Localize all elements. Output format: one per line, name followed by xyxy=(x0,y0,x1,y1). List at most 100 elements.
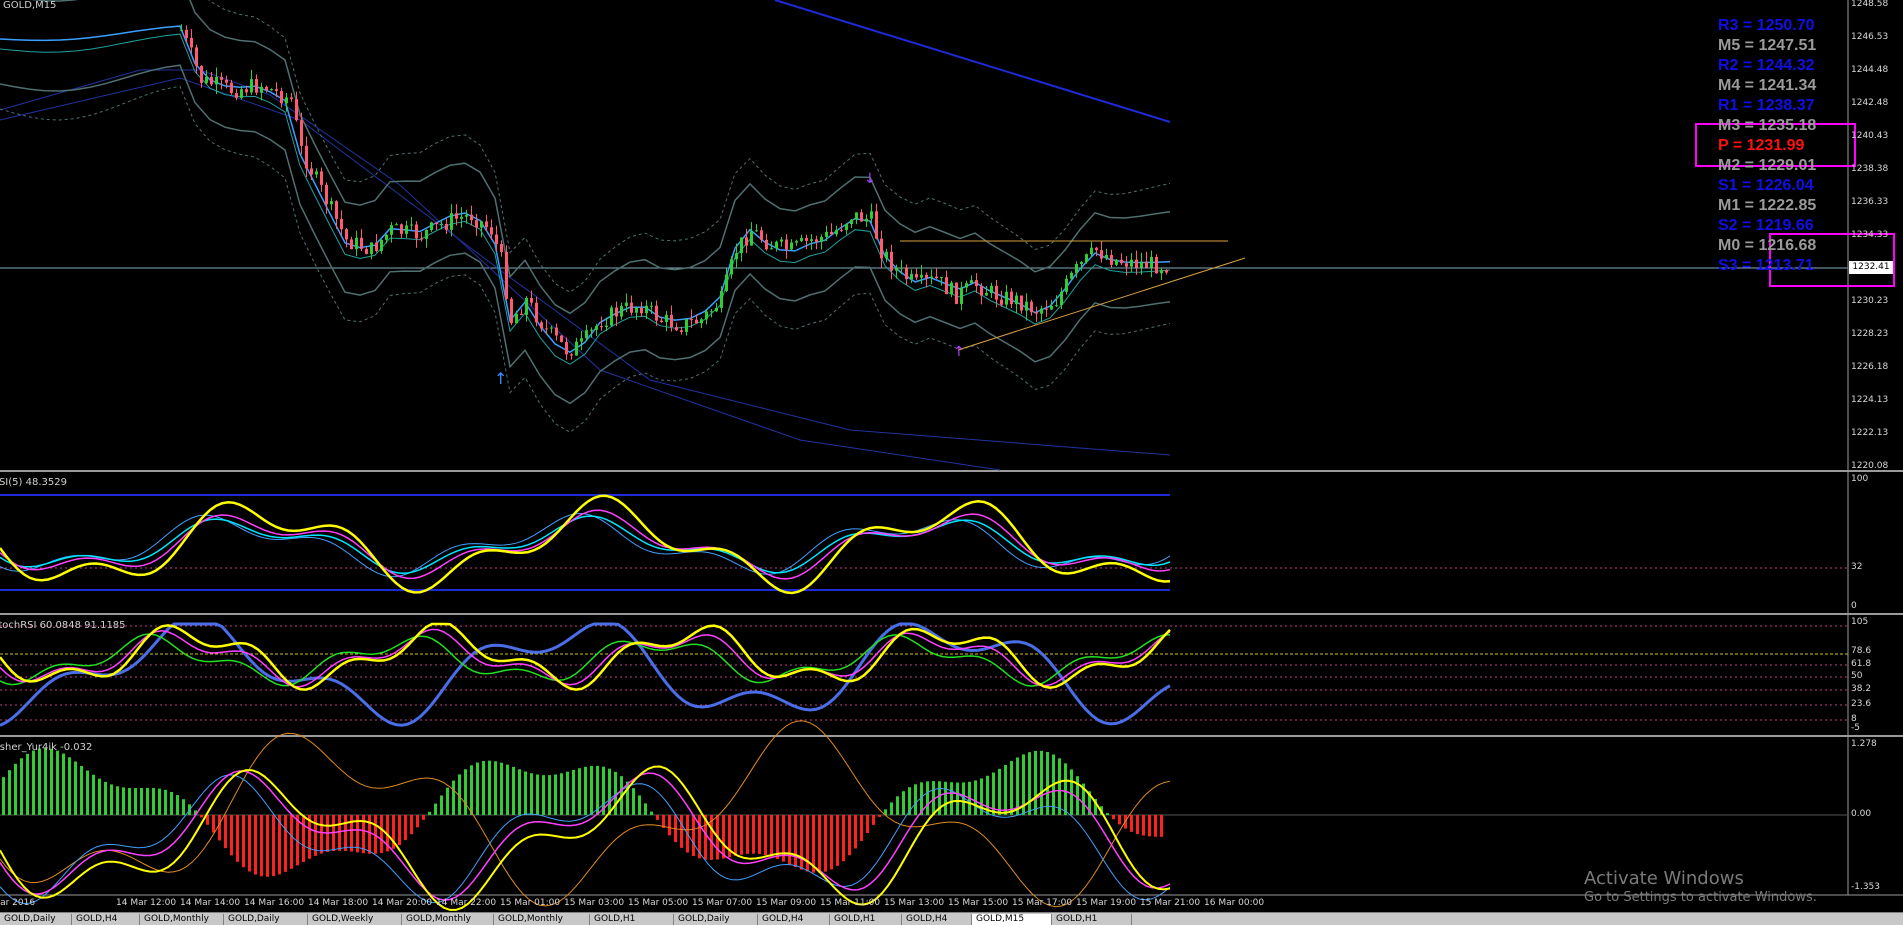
price-tick-label: 1228.23 xyxy=(1851,329,1889,339)
candle-body xyxy=(795,241,798,243)
candle-body xyxy=(970,280,973,284)
candle-body xyxy=(735,253,738,260)
fisher-bar xyxy=(896,796,899,815)
candle-body xyxy=(535,302,538,323)
candle-body xyxy=(1010,291,1013,305)
chart-tab[interactable]: GOLD,M15 xyxy=(972,914,1052,925)
chart-tab[interactable]: GOLD,H4 xyxy=(902,914,972,925)
fisher-bar xyxy=(350,815,353,852)
chart-tab[interactable]: GOLD,H4 xyxy=(758,914,830,925)
fisher-bar xyxy=(1136,815,1139,835)
fisher-bar xyxy=(1004,764,1007,815)
candle-body xyxy=(325,184,328,205)
fisher-bar xyxy=(740,815,743,855)
fisher-bar xyxy=(818,815,821,873)
fisher-bar xyxy=(452,780,455,815)
watermark-line2: Go to Settings to activate Windows. xyxy=(1584,890,1817,905)
candle-body xyxy=(275,89,278,91)
candle-body xyxy=(980,286,983,296)
fisher-bar xyxy=(650,811,653,815)
fisher-bar xyxy=(152,788,155,815)
fisher-bar xyxy=(1082,783,1085,815)
candle-body xyxy=(850,219,853,225)
price-tick-label: 1224.13 xyxy=(1851,395,1889,405)
fisher-bar xyxy=(524,771,527,815)
candle-body xyxy=(905,267,908,280)
chart-tab[interactable]: GOLD,Monthly xyxy=(402,914,494,925)
fisher-bar xyxy=(848,815,851,856)
candle-body xyxy=(670,314,673,328)
candle-body xyxy=(350,239,353,250)
fisher-bar xyxy=(290,815,293,869)
candle-body xyxy=(1055,305,1058,307)
chart-tab[interactable]: GOLD,H4 xyxy=(72,914,140,925)
fisher-bar xyxy=(2,777,5,815)
candle-body xyxy=(705,311,708,320)
chart-tab[interactable]: GOLD,Daily xyxy=(0,914,72,925)
candle-body xyxy=(205,76,208,83)
candle-body xyxy=(540,322,543,329)
candle-body xyxy=(180,29,183,31)
candle-body xyxy=(190,37,193,48)
candle-body xyxy=(925,274,928,278)
candle-body xyxy=(590,329,593,331)
fisher-bar xyxy=(1154,815,1157,837)
candle-body xyxy=(230,82,233,94)
candle-body xyxy=(730,259,733,275)
chart-tab[interactable]: GOLD,Daily xyxy=(674,914,758,925)
fisher-bar xyxy=(398,815,401,846)
fisher-bar xyxy=(1076,776,1079,815)
time-tick-label: 15 Mar 01:00 xyxy=(500,898,561,908)
chart-tab[interactable]: GOLD,H1 xyxy=(1052,914,1132,925)
fisher-bar xyxy=(872,815,875,825)
candle-body xyxy=(985,292,988,296)
fisher-bar xyxy=(212,815,215,833)
candle-body xyxy=(910,273,913,280)
fisher-bar xyxy=(1130,815,1133,832)
candle-body xyxy=(1120,259,1123,264)
candle-body xyxy=(420,238,423,240)
candle-body xyxy=(620,305,623,317)
fisher-bar xyxy=(572,769,575,815)
candle-body xyxy=(940,277,943,279)
candle-body xyxy=(435,222,438,224)
candle-body xyxy=(260,86,263,93)
candle-body xyxy=(550,327,553,329)
candle-body xyxy=(450,213,453,230)
envelope-upper xyxy=(29,0,1171,315)
fisher-bar xyxy=(962,782,965,815)
chart-tab[interactable]: GOLD,H1 xyxy=(830,914,902,925)
fisher-bar xyxy=(362,815,365,854)
candle-body xyxy=(765,239,768,250)
chart-tab[interactable]: GOLD,H1 xyxy=(590,914,674,925)
rsi-signal-line xyxy=(0,512,1171,578)
fisher-bar xyxy=(920,782,923,815)
fisher-bar xyxy=(266,815,269,877)
candle-body xyxy=(955,282,958,304)
pivot-level: M0 = 1216.68 xyxy=(1718,237,1817,254)
candle-body xyxy=(785,239,788,250)
stochrsi-tick-label: 78.6 xyxy=(1851,646,1872,656)
stochrsi-tick-label: 23.6 xyxy=(1851,699,1872,709)
candle-body xyxy=(1005,291,1008,305)
fisher-bar xyxy=(242,815,245,868)
candle-body xyxy=(640,307,643,314)
chart-tab[interactable]: GOLD,Daily xyxy=(224,914,308,925)
chart-tab[interactable]: GOLD,Monthly xyxy=(494,914,590,925)
candle-body xyxy=(480,221,483,228)
candle-body xyxy=(195,47,198,66)
pivot-level: M2 = 1229.01 xyxy=(1718,157,1817,174)
chart-tab[interactable]: GOLD,Weekly xyxy=(308,914,402,925)
price-tick-label: 1236.33 xyxy=(1851,197,1889,207)
candle-body xyxy=(250,79,253,93)
chart-tab[interactable]: GOLD,Monthly xyxy=(140,914,224,925)
candle-body xyxy=(1000,299,1003,305)
candle-body xyxy=(950,282,953,295)
fisher-bar xyxy=(74,761,77,815)
fisher-bar xyxy=(956,782,959,815)
price-tick-label: 1246.53 xyxy=(1851,32,1889,42)
fisher-bar xyxy=(794,815,797,868)
pivot-highlight-box xyxy=(1695,123,1856,167)
fisher-bar xyxy=(146,787,149,815)
